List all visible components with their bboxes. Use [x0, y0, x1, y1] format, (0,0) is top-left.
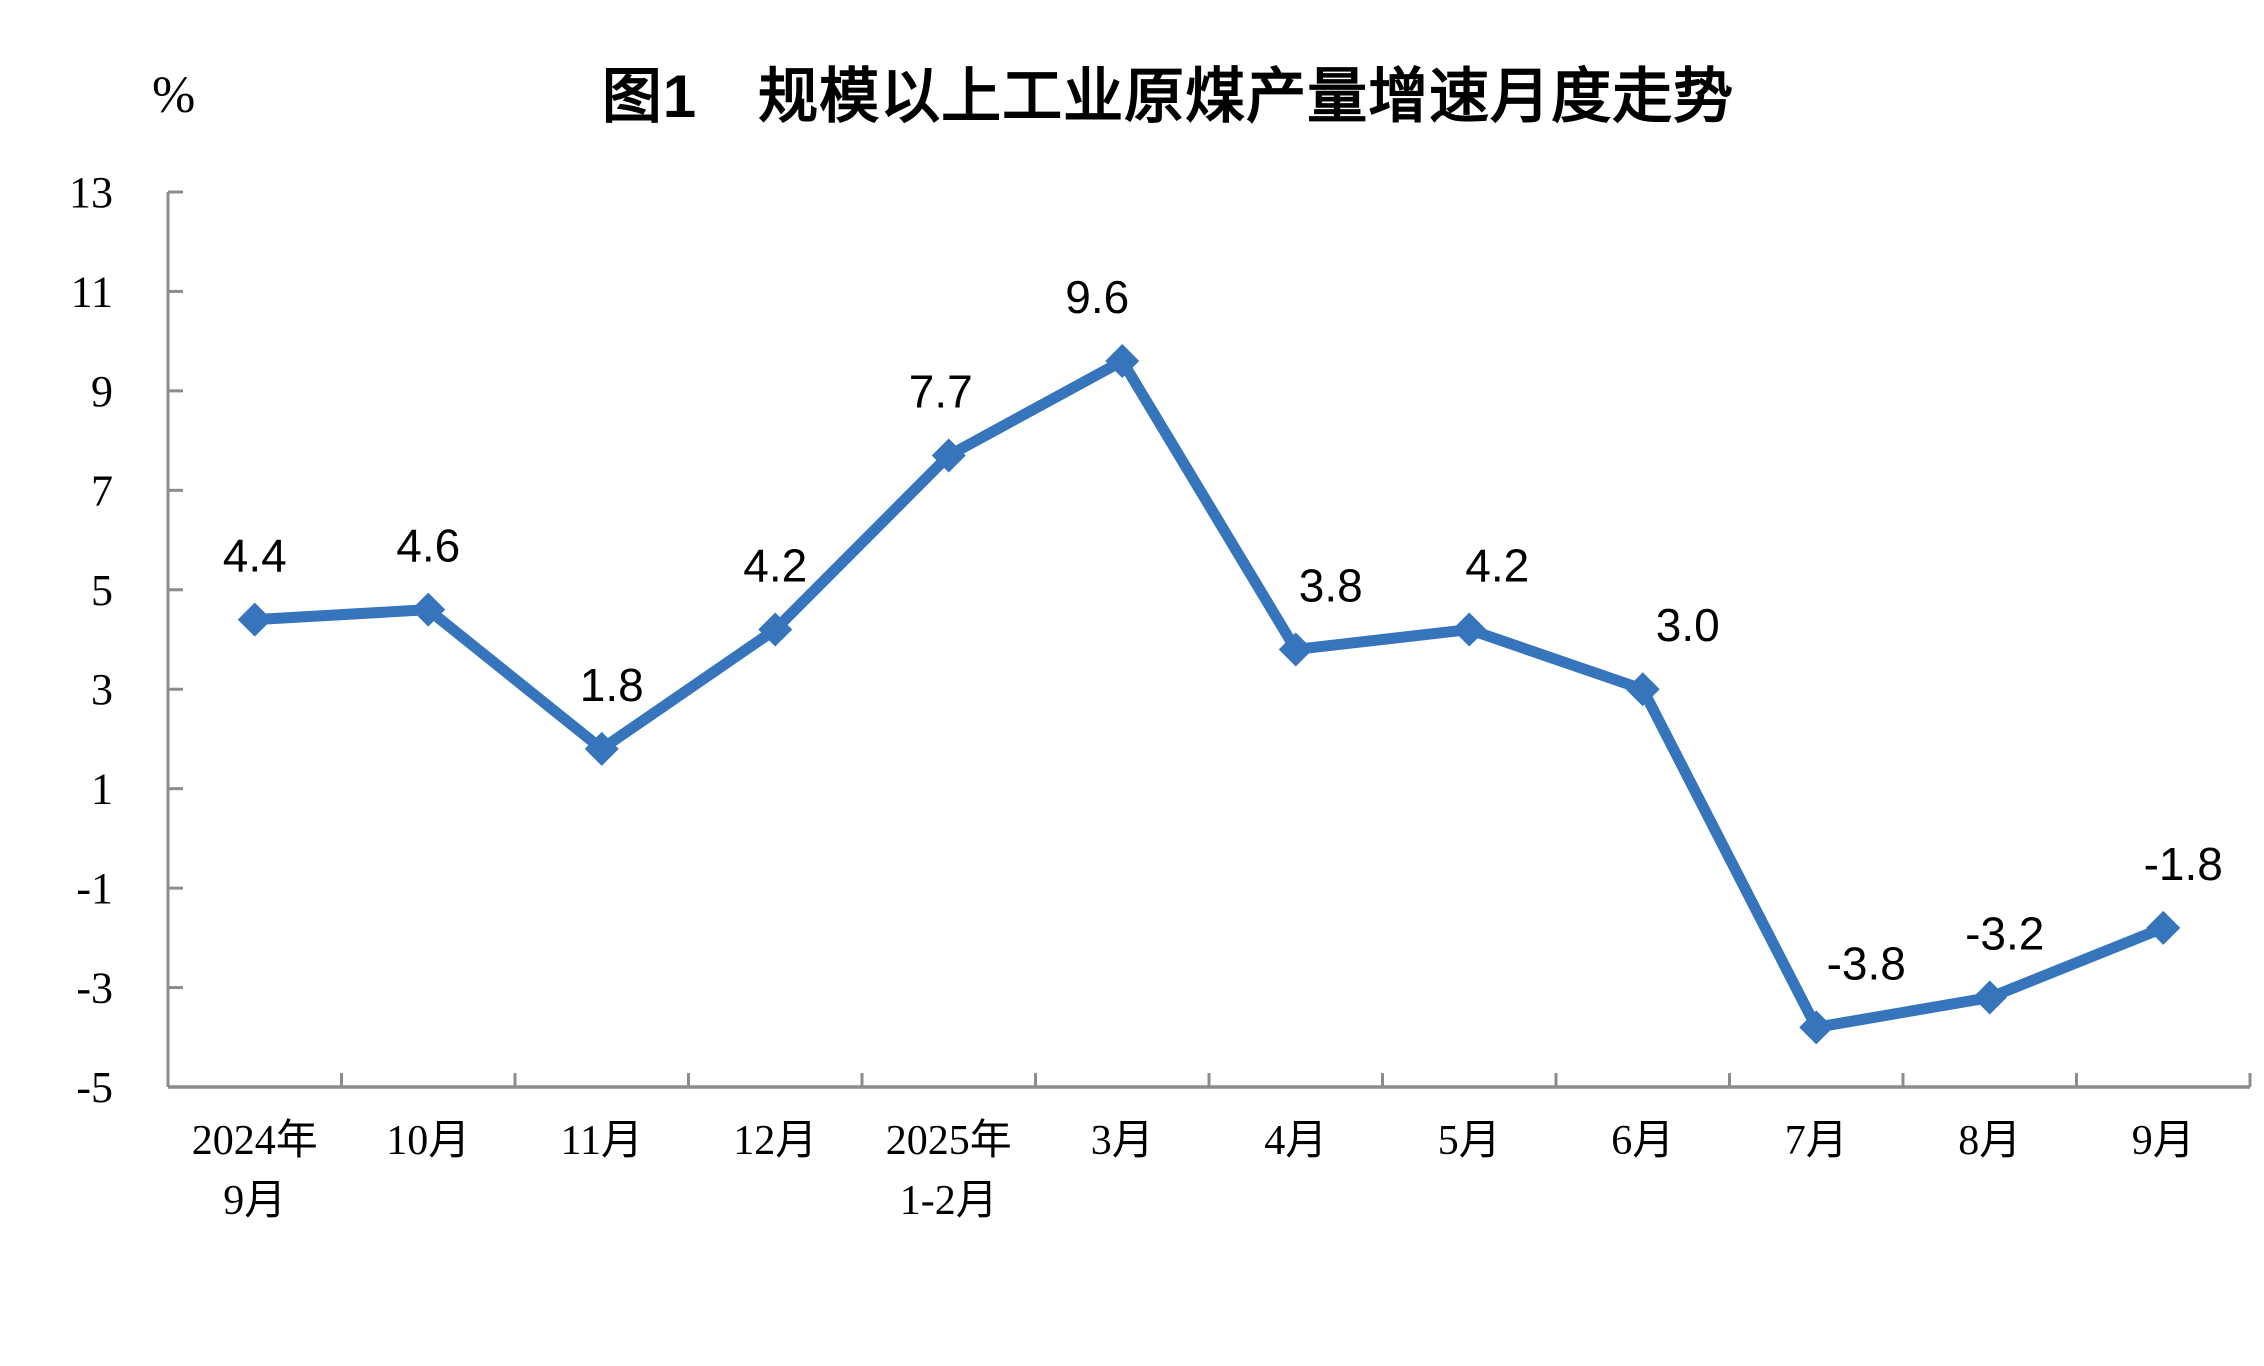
x-tick-label: 10月	[386, 1118, 470, 1164]
data-point-label: 4.2	[743, 540, 807, 592]
y-tick-label: -3	[76, 964, 113, 1013]
y-tick-label: -1	[76, 864, 113, 913]
x-tick-label: 8月	[1958, 1118, 2021, 1164]
y-tick-label: -5	[76, 1063, 113, 1112]
x-tick-label: 4月	[1264, 1118, 1327, 1164]
data-point-marker	[1625, 672, 1660, 707]
x-tick-label: 9月	[2132, 1118, 2195, 1164]
data-point-label: 3.8	[1299, 559, 1363, 611]
y-axis-unit-label: %	[152, 67, 196, 124]
data-point-label: 4.6	[396, 520, 460, 572]
data-point-marker	[1452, 612, 1487, 647]
data-point-marker	[411, 592, 446, 627]
y-tick-label: 13	[69, 168, 113, 217]
series-line	[254, 353, 2166, 1034]
data-point-label: 4.2	[1465, 540, 1529, 592]
x-tick-label: 11月	[561, 1118, 643, 1164]
data-point-marker	[584, 731, 619, 766]
data-point-marker	[931, 438, 966, 473]
data-point-label: 7.7	[909, 366, 973, 418]
y-tick-label: 11	[71, 267, 113, 316]
data-point-label: 9.6	[1065, 271, 1129, 323]
data-point-marker	[2146, 910, 2181, 945]
x-tick-label: 3月	[1091, 1118, 1154, 1164]
data-point-marker	[1278, 632, 1313, 667]
x-tick-label: 12月	[733, 1118, 817, 1164]
y-tick-label: 3	[91, 665, 113, 714]
data-point-label: -3.8	[1827, 937, 1906, 989]
data-point-marker	[237, 602, 272, 637]
data-point-label: 1.8	[580, 659, 644, 711]
data-point-label: 4.4	[223, 530, 287, 582]
data-point-marker	[758, 612, 793, 647]
data-point-marker	[1105, 344, 1140, 379]
x-tick-label: 9月	[223, 1178, 286, 1224]
chart-title: 图1 规模以上工业原煤产量增速月度走势	[601, 63, 1735, 130]
y-tick-label: 5	[91, 566, 113, 615]
x-tick-label: 7月	[1785, 1118, 1848, 1164]
data-point-label: -1.8	[2144, 838, 2223, 890]
y-tick-label: 7	[91, 466, 113, 515]
x-tick-label: 2024年	[192, 1117, 318, 1164]
x-tick-label: 1-2月	[900, 1178, 998, 1224]
data-point-label: 3.0	[1656, 599, 1720, 651]
data-point-label: -3.2	[1965, 908, 2044, 960]
x-tick-label: 5月	[1438, 1118, 1501, 1164]
data-point-marker	[1799, 1010, 1834, 1045]
y-tick-label: 9	[91, 367, 113, 416]
y-tick-label: 1	[91, 765, 113, 814]
x-tick-label: 2025年	[886, 1117, 1012, 1164]
x-tick-label: 6月	[1611, 1118, 1674, 1164]
data-point-marker	[1972, 980, 2007, 1015]
